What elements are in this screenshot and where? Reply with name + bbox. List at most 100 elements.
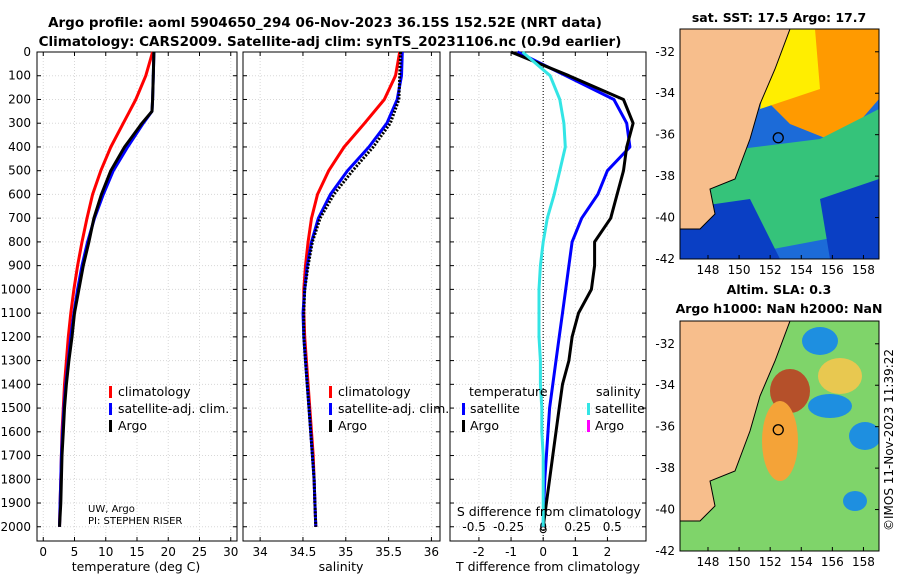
title-line-1: Argo profile: aoml 5904650_294 06-Nov-20… <box>48 15 602 31</box>
x-tick-label: 15 <box>129 545 144 559</box>
legend-swatch-s-satellite <box>587 403 590 415</box>
map-lon-label: 154 <box>790 263 813 277</box>
legend-title-temperature: temperature <box>469 384 548 399</box>
low-anomaly <box>843 491 867 511</box>
high-anomaly <box>762 401 798 481</box>
legend-swatch-t-argo <box>462 420 465 432</box>
salinity-legend: climatology satellite-adj. clim. Argo <box>329 384 449 433</box>
legend-label: Argo <box>338 418 367 433</box>
y-tick-label: 1200 <box>0 330 31 344</box>
legend-label: Argo <box>470 418 499 433</box>
x-tick-label: 36 <box>424 545 439 559</box>
y-tick-label: 900 <box>8 259 31 273</box>
map-lon-label: 148 <box>697 555 720 569</box>
map-lon-label: 158 <box>852 555 875 569</box>
difference-xlabel: T difference from climatology <box>455 559 641 574</box>
x-tick-label: 5 <box>71 545 79 559</box>
legend-swatch-climatology <box>329 386 332 398</box>
x-tick-label: 35.5 <box>375 545 402 559</box>
legend-title-salinity: salinity <box>596 384 641 399</box>
sst-map-title: sat. SST: 17.5 Argo: 17.7 <box>692 10 866 25</box>
series-line-temperature-satellite <box>516 50 632 527</box>
map-lat-label: -40 <box>655 211 675 225</box>
land-mass <box>680 29 791 230</box>
series-line-temperature-argo <box>510 50 635 527</box>
plot-frame <box>36 51 238 542</box>
map-lat-label: -38 <box>655 169 675 183</box>
map-lat-label: -40 <box>655 503 675 517</box>
legend-swatch-climatology <box>109 386 112 398</box>
y-tick-label: 600 <box>8 187 31 201</box>
float-position-marker <box>772 424 784 436</box>
y-tick-label: 800 <box>8 235 31 249</box>
map-lon-label: 156 <box>821 263 844 277</box>
difference-legend: temperature salinity satellite Argo sate… <box>462 384 645 433</box>
x-tick-label: 2 <box>604 545 612 559</box>
x-tick-label: 0 <box>539 545 547 559</box>
x-tick-label: 25 <box>192 545 207 559</box>
s-tick-label: 0.25 <box>564 520 591 534</box>
y-tick-label: 1000 <box>0 282 31 296</box>
x-tick-label: 34.5 <box>290 545 317 559</box>
temperature-panel: 0100200300400500600700800900100011001200… <box>0 45 238 559</box>
map-content <box>680 29 879 259</box>
map-lat-label: -34 <box>655 86 675 100</box>
map-lat-label: -32 <box>655 45 675 59</box>
y-tick-label: 1900 <box>0 496 31 510</box>
map-lat-label: -42 <box>655 252 675 266</box>
x-tick-label: 20 <box>161 545 176 559</box>
legend-swatch-argo <box>329 420 332 432</box>
x-tick-label: -2 <box>473 545 485 559</box>
x-tick-label: 34 <box>252 545 267 559</box>
map-lon-label: 150 <box>728 555 751 569</box>
credit-line-2: PI: STEPHEN RISER <box>88 516 182 527</box>
series-line-salinity-satellite <box>521 50 567 527</box>
low-anomaly <box>849 422 879 450</box>
cool-water-region <box>820 179 879 259</box>
legend-swatch-satellite <box>109 403 112 415</box>
legend-label: climatology <box>118 384 191 399</box>
mid-anomaly <box>818 358 862 394</box>
map-lat-label: -32 <box>655 337 675 351</box>
map-lon-label: 158 <box>852 263 875 277</box>
legend-label: satellite-adj. clim. <box>338 401 449 416</box>
sla-map: -32 -34 -36 -38 -40 -42 148 150 152 154 156 158 <box>655 320 880 569</box>
low-anomaly <box>808 394 852 418</box>
s-tick-label: -0.25 <box>493 520 524 534</box>
map-lat-label: -38 <box>655 461 675 475</box>
y-tick-label: 1800 <box>0 472 31 486</box>
legend-label: Argo <box>118 418 147 433</box>
legend-swatch-s-argo <box>587 420 590 432</box>
temperature-legend: climatology satellite-adj. clim. Argo <box>109 384 229 433</box>
series-line-argo <box>58 51 156 527</box>
y-tick-label: 1700 <box>0 449 31 463</box>
map-lat-label: -36 <box>655 420 675 434</box>
x-tick-label: 10 <box>98 545 113 559</box>
map-lat-label: -42 <box>655 544 675 558</box>
land-mass <box>680 321 791 522</box>
x-tick-label: -1 <box>505 545 517 559</box>
map-frame <box>679 28 880 260</box>
map-frame <box>679 320 880 552</box>
title-line-2: Climatology: CARS2009. Satellite-adj cli… <box>39 34 622 50</box>
low-anomaly <box>802 327 838 355</box>
plot-frame <box>242 51 441 542</box>
s-tick-label: 0.5 <box>603 520 622 534</box>
salinity-diff-label: S difference from climatology <box>457 504 642 519</box>
float-position-marker <box>772 132 784 144</box>
salinity-xlabel: salinity <box>319 559 364 574</box>
watermark: ©IMOS 11-Nov-2023 11:39:22 <box>882 349 896 531</box>
map-lon-label: 152 <box>759 263 782 277</box>
y-tick-label: 1400 <box>0 377 31 391</box>
sst-map: -32 -34 -36 -38 -40 -42 148 150 152 154 156 158 <box>655 28 880 277</box>
y-tick-label: 0 <box>23 45 31 59</box>
y-tick-label: 1600 <box>0 425 31 439</box>
y-tick-label: 200 <box>8 92 31 106</box>
y-tick-label: 300 <box>8 116 31 130</box>
y-tick-label: 400 <box>8 140 31 154</box>
legend-label: satellite <box>595 401 645 416</box>
x-tick-label: 35 <box>338 545 353 559</box>
credit-line-1: UW, Argo <box>88 504 135 515</box>
map-lon-label: 148 <box>697 263 720 277</box>
